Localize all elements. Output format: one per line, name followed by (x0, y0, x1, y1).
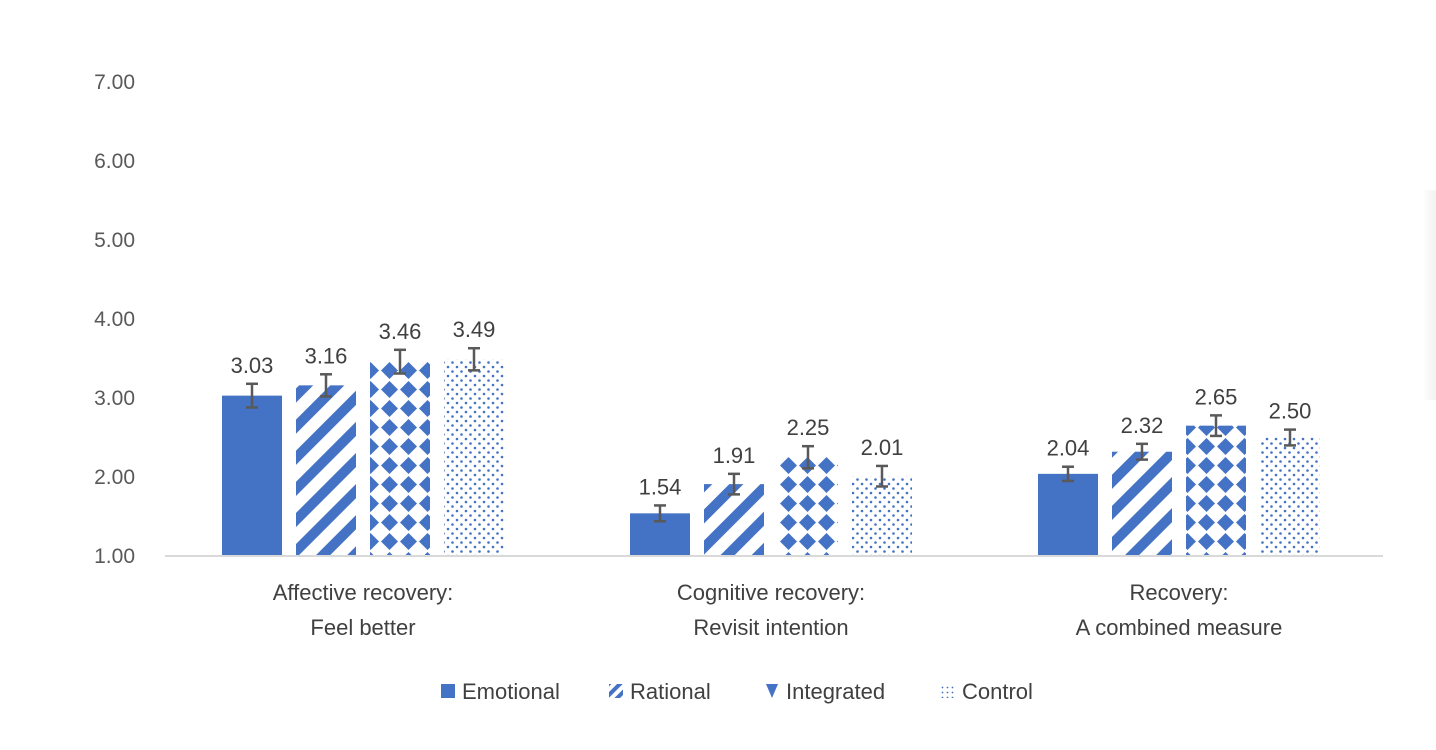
bar-rational-3 (1112, 451, 1172, 556)
category-label-3: Recovery: (1129, 580, 1228, 605)
bar-control-2 (852, 476, 912, 556)
bar-rational-2 (704, 484, 764, 556)
legend-label-integrated: Integrated (786, 679, 885, 704)
category-labels: Affective recovery: Feel better Cognitive … (273, 580, 1283, 640)
data-label-integrated-3: 2.65 (1195, 384, 1238, 409)
bar-integrated-3 (1186, 425, 1246, 556)
y-tick-label: 7.00 (94, 71, 135, 94)
data-label-control-1: 3.49 (453, 317, 496, 342)
edge-shadow (1422, 190, 1436, 400)
y-tick-label: 1.00 (94, 545, 135, 568)
legend-label-emotional: Emotional (462, 679, 560, 704)
bars-group: 3.03 1.54 2.04 3.16 1.91 2.32 3.46 2.25 2.65 3.49… (222, 317, 1320, 556)
legend-swatch-control (941, 684, 955, 698)
bar-emotional-1 (222, 395, 282, 556)
bar-integrated-2 (778, 457, 838, 556)
legend: Emotional Rational Integrated Control (441, 679, 1033, 704)
legend-swatch-rational (609, 684, 623, 698)
legend-swatch-integrated (766, 684, 778, 698)
legend-label-control: Control (962, 679, 1033, 704)
data-label-emotional-3: 2.04 (1047, 436, 1090, 461)
y-tick-label: 4.00 (94, 308, 135, 331)
legend-swatch-emotional (441, 684, 455, 698)
bar-control-1 (444, 359, 504, 556)
data-label-control-3: 2.50 (1269, 399, 1312, 424)
data-label-emotional-2: 1.54 (639, 474, 682, 499)
data-label-integrated-1: 3.46 (379, 319, 422, 344)
data-label-integrated-2: 2.25 (787, 415, 830, 440)
category-label-1: Affective recovery: (273, 580, 454, 605)
bar-control-3 (1260, 437, 1320, 556)
data-label-rational-1: 3.16 (305, 343, 348, 368)
y-tick-label: 6.00 (94, 150, 135, 173)
bar-integrated-1 (370, 361, 430, 556)
y-tick-label: 2.00 (94, 466, 135, 489)
legend-label-rational: Rational (630, 679, 711, 704)
category-label-3: A combined measure (1076, 615, 1283, 640)
data-label-rational-3: 2.32 (1121, 413, 1164, 438)
y-axis-tick-labels: 1.00 2.00 3.00 4.00 5.00 6.00 7.00 (94, 71, 135, 568)
category-label-1: Feel better (310, 615, 415, 640)
category-label-2: Revisit intention (693, 615, 848, 640)
y-tick-label: 5.00 (94, 229, 135, 252)
y-tick-label: 3.00 (94, 387, 135, 410)
bar-emotional-3 (1038, 473, 1098, 556)
category-label-2: Cognitive recovery: (677, 580, 865, 605)
data-label-emotional-1: 3.03 (231, 353, 274, 378)
bar-rational-1 (296, 385, 356, 556)
data-label-control-2: 2.01 (861, 435, 904, 460)
data-label-rational-2: 1.91 (713, 443, 756, 468)
